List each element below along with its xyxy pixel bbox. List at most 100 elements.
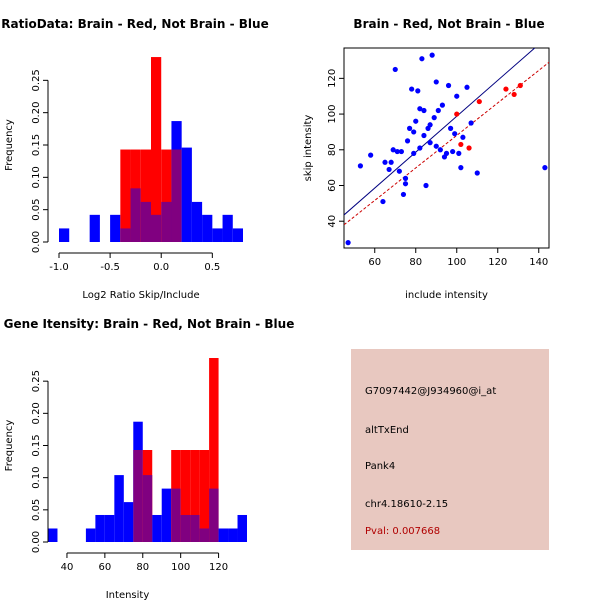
not-brain-point [417,106,423,112]
not-brain-point [439,102,445,108]
not-brain-point [382,159,388,165]
overlap-bar [140,201,151,242]
x-axis-label: include intensity [405,290,488,301]
plot-frame [343,47,550,249]
pval-text: Pval: 0.007668 [365,526,441,537]
not-brain-point [421,132,427,139]
gene-intensity-histogram-panel: 0.00 0.05 0.10 0.15 0.20 0.25 40 60 80 100 120 Gene… [4,317,295,600]
brain-point [458,141,464,148]
overlap-bar [190,514,200,542]
not-brain-point [392,66,398,73]
not-brain-point [421,107,427,114]
y-tick-label: 0.25 [31,370,42,392]
x-tick-label: 80 [136,562,149,573]
x-tick-label: -0.5 [100,262,120,273]
not-brain-bar [89,214,100,242]
y-tick-label: 80 [327,143,338,156]
y-tick-label: 60 [327,179,338,192]
x-axis-label: Intensity [106,590,150,600]
not-brain-point [411,129,417,135]
not-brain-point [454,93,460,99]
y-axis-label: Frequency [4,119,15,171]
brain-point [476,98,482,105]
x-tick-label: 60 [98,562,111,573]
overlap-bar [133,450,143,542]
brain-bar [161,149,172,242]
x-tick-label: 80 [409,257,422,268]
not-brain-point [357,163,363,169]
brain-bar [209,358,219,542]
probe-info-box: G7097442@J934960@i_at altTxEnd Pank4 chr… [351,349,549,550]
not-brain-point [427,140,433,146]
event-type-text: altTxEnd [365,425,409,436]
not-brain-point [452,131,458,137]
not-brain-point [448,125,454,131]
not-brain-fit-line [344,48,536,216]
x-tick-label: 120 [488,257,507,268]
y-tick-label: 0.05 [31,499,42,521]
not-brain-point [386,166,392,173]
not-brain-point [429,52,435,58]
x-tick-label: -1.0 [49,262,69,273]
not-brain-bar [48,528,58,542]
not-brain-point [433,143,439,149]
not-brain-point [396,168,402,174]
brain-bar [180,450,191,542]
not-brain-point [388,159,394,165]
not-brain-point [458,165,464,171]
y-tick-label: 0.00 [31,231,42,253]
brain-point [503,86,509,92]
x-tick-label: 140 [529,257,548,268]
x-axis-label: Log2 Ratio Skip/Include [82,290,199,301]
not-brain-bar [237,514,247,542]
not-brain-bar [191,201,203,242]
brain-bar [199,450,210,542]
not-brain-point [368,152,374,158]
not-brain-bar [85,528,96,542]
brain-point [511,91,517,98]
not-brain-point [443,150,450,156]
y-tick-label: 0.25 [31,69,42,91]
not-brain-point [464,84,470,90]
ratio-histogram-panel: 0.00 0.05 0.10 0.15 0.20 0.25 -1.0 -0.5 0.0 0.5 Ra… [1,17,268,301]
not-brain-bar [161,488,172,542]
not-brain-bar [59,228,70,242]
y-axis-label: skip intensity [303,115,314,182]
overlap-bar [120,228,131,242]
x-tick-label: 60 [368,257,381,268]
probe-id-text: G7097442@J934960@i_at [365,386,497,397]
not-brain-point [402,181,409,187]
not-brain-point [445,82,452,89]
not-brain-point [404,138,411,144]
overlap-bar [130,188,141,242]
y-tick-label: 0.00 [31,531,42,553]
location-text: chr4.18610-2.15 [365,499,449,510]
not-brain-bar [95,514,105,542]
not-brain-point [423,182,429,189]
not-brain-point [474,170,480,176]
chart-title: Brain - Red, Not Brain - Blue [353,17,544,31]
brain-bar [140,149,151,242]
x-tick-label: 100 [447,257,466,268]
overlap-bar [171,149,182,242]
not-brain-point [398,148,404,155]
x-tick-label: 120 [209,562,228,573]
y-tick-label: 120 [327,69,338,88]
not-brain-point [417,145,423,151]
chart-title: RatioData: Brain - Red, Not Brain - Blue [1,17,268,31]
not-brain-point [542,165,548,171]
overlap-bar [142,475,153,542]
not-brain-bar [232,228,243,242]
overlap-bar [151,214,162,242]
chart-title: Gene Itensity: Brain - Red, Not Brain - … [4,317,295,331]
y-tick-label: 0.15 [31,434,42,456]
not-brain-bar [152,514,162,542]
not-brain-bar [212,228,223,242]
not-brain-point [407,125,413,131]
brain-fit-line [344,61,549,226]
not-brain-point [394,148,400,155]
y-tick-label: 0.10 [31,166,42,188]
not-brain-point [400,191,407,198]
y-tick-label: 40 [327,215,338,228]
overlap-bar [161,201,172,242]
